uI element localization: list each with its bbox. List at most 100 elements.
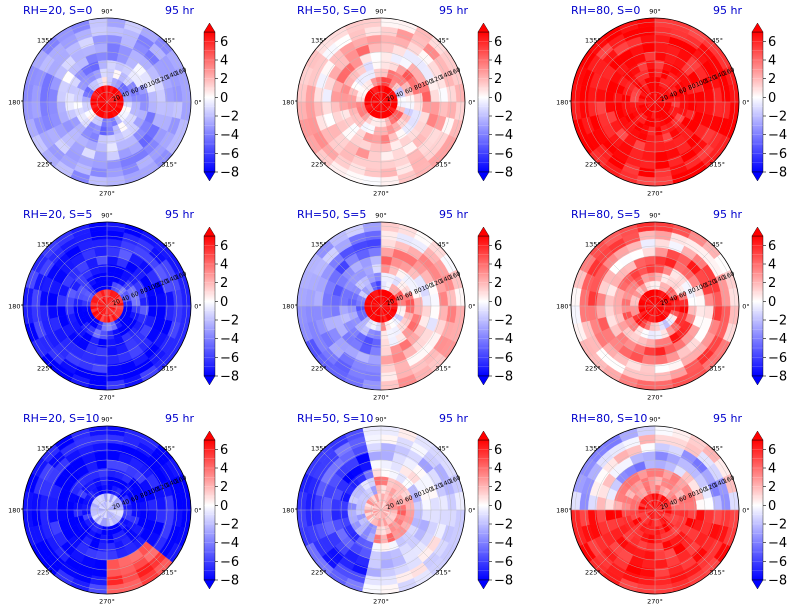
field-cell <box>155 292 167 307</box>
field-cell <box>703 509 715 524</box>
grid-spoke <box>106 101 167 162</box>
colorbar-tick-label: 2 <box>494 480 502 495</box>
radial-tick-label: 20 <box>112 94 122 103</box>
field-cell <box>641 558 656 570</box>
colorbar-tick-label: −6 <box>220 351 239 366</box>
radial-tick-label: 100 <box>695 282 708 293</box>
colorbar: 6 4 2 0 −2 −4 −6 −8 <box>203 430 239 590</box>
angle-tick-label: 180° <box>282 507 298 515</box>
field-cell <box>321 496 333 511</box>
radial-tick-label: 100 <box>421 282 434 293</box>
field-cell <box>429 88 441 103</box>
radial-tick-label: 120 <box>704 278 717 289</box>
angle-tick-label: 90° <box>649 416 661 424</box>
grid-spoke <box>321 305 382 366</box>
angle-tick-label: 0° <box>468 99 475 107</box>
field-cell <box>338 92 349 103</box>
colorbar-tick-label: −4 <box>768 128 787 143</box>
polar-panel: RH=80, S=0 95 hr 0° 45° 90° 135° 180° 225° 270° 3… <box>556 4 787 198</box>
polar-panel: RH=20, S=0 95 hr 0° 45° 90° 135° 180° 225° 270° 3… <box>8 4 239 198</box>
colorbar-tick-label: −8 <box>494 574 513 589</box>
field-cell <box>321 509 333 524</box>
grid-spoke <box>106 509 167 570</box>
field-cell <box>321 292 333 307</box>
field-cell <box>654 42 669 54</box>
grid-spoke <box>654 42 715 103</box>
grid-spoke <box>654 305 715 366</box>
angle-tick-label: 225° <box>37 365 53 373</box>
field-cell <box>93 354 108 366</box>
colorbar-tick-label: −2 <box>494 314 513 329</box>
angle-tick-label: 135° <box>311 36 327 44</box>
angle-tick-label: 225° <box>585 569 601 577</box>
field-cell <box>93 42 108 54</box>
colorbar-tick-label: 4 <box>494 258 502 273</box>
colorbar-tick-label: −8 <box>220 574 239 589</box>
grid-spoke <box>595 450 656 511</box>
colorbar-tick-label: 6 <box>220 239 228 254</box>
radial-tick-label: 140 <box>713 274 726 285</box>
angle-tick-label: 0° <box>194 99 201 107</box>
panel-time: 95 hr <box>165 4 194 17</box>
radial-tick-label: 80 <box>687 490 697 499</box>
grid-spoke <box>47 42 108 103</box>
angle-tick-label: 45° <box>437 444 449 452</box>
polar-outline <box>296 17 466 187</box>
colorbar-extend-bottom <box>751 579 764 590</box>
radial-tick-label: 20 <box>386 94 396 103</box>
field-cell <box>429 496 441 511</box>
grid-spoke <box>595 42 656 103</box>
field-cell <box>687 101 698 112</box>
radial-tick-label: 20 <box>660 502 670 511</box>
field-cell <box>93 150 108 162</box>
colorbar-tick-label: −8 <box>768 574 787 589</box>
colorbar-tick-label: −6 <box>220 147 239 162</box>
angle-tick-label: 315° <box>435 161 451 169</box>
field-cell <box>64 296 75 307</box>
field-cell <box>380 59 391 70</box>
angle-tick-label: 90° <box>375 8 387 16</box>
field-cell <box>155 88 167 103</box>
field-cell <box>645 134 656 145</box>
colorbar-body <box>477 31 490 173</box>
angle-tick-label: 225° <box>311 569 327 577</box>
field-cell <box>641 42 656 54</box>
grid-spoke <box>47 509 108 570</box>
angle-tick-label: 225° <box>585 365 601 373</box>
angle-tick-label: 225° <box>311 161 327 169</box>
field-cell <box>64 92 75 103</box>
field-cell <box>47 88 59 103</box>
panel-title: RH=20, S=10 <box>23 412 99 425</box>
angle-tick-label: 270° <box>99 598 115 606</box>
colorbar-tick-label: 0 <box>768 91 776 106</box>
radial-tick-label: 80 <box>413 286 423 295</box>
colorbar-tick-label: 0 <box>768 295 776 310</box>
angle-tick-label: 315° <box>435 365 451 373</box>
colorbar-body <box>751 31 764 173</box>
panel-time: 95 hr <box>439 208 468 221</box>
field-cell <box>429 101 441 116</box>
colorbar-tick-label: 4 <box>220 54 228 69</box>
colorbar-tick-label: −4 <box>220 128 239 143</box>
colorbar-extend-bottom <box>477 171 490 182</box>
grid-spoke <box>595 509 656 570</box>
angle-tick-label: 270° <box>647 598 663 606</box>
angle-tick-label: 225° <box>37 161 53 169</box>
colorbar-tick-label: −4 <box>494 536 513 551</box>
field-cell <box>47 305 59 320</box>
colorbar: 6 4 2 0 −2 −4 −6 −8 <box>477 226 513 386</box>
angle-tick-label: 315° <box>709 569 725 577</box>
field-cell <box>645 338 656 349</box>
panel-title: RH=80, S=5 <box>571 208 640 221</box>
grid-spoke <box>380 101 441 162</box>
grid-spoke <box>654 246 715 307</box>
radial-tick-label: 20 <box>660 298 670 307</box>
angle-tick-label: 270° <box>99 394 115 402</box>
field-cell <box>429 509 441 524</box>
field-cell <box>595 88 607 103</box>
field-cell <box>654 467 665 478</box>
field-cell <box>97 542 108 553</box>
field-cell <box>155 496 167 511</box>
colorbar-tick-label: −6 <box>494 555 513 570</box>
field-cell <box>654 246 669 258</box>
